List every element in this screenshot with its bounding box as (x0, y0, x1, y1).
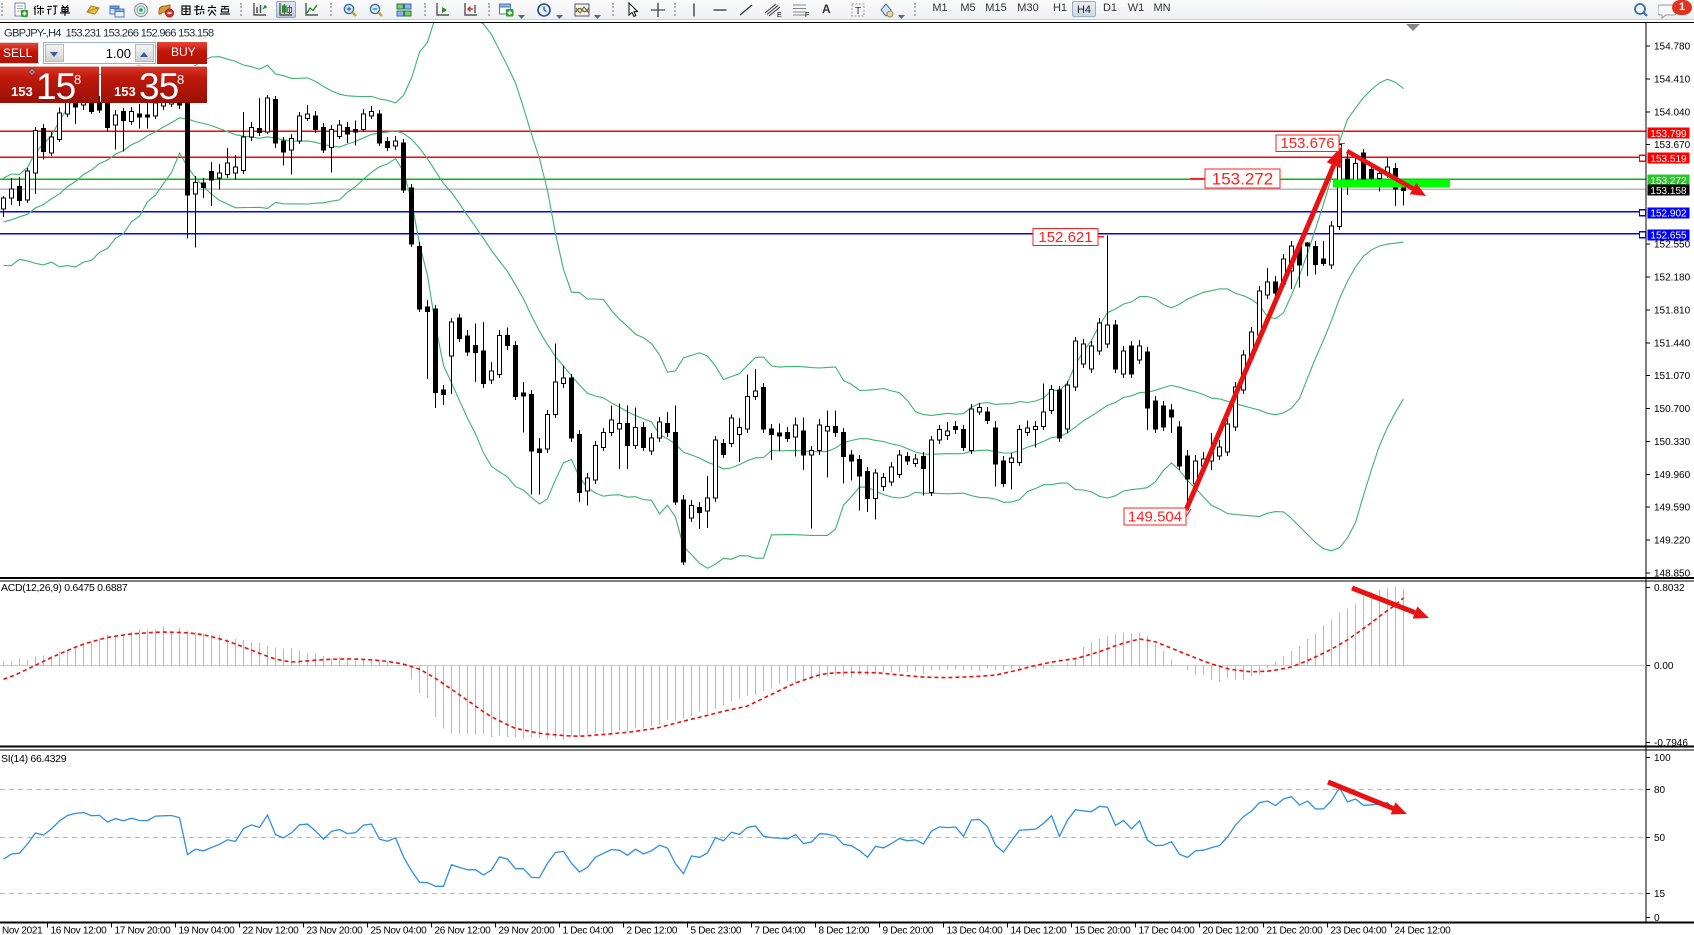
svg-text:100: 100 (1654, 753, 1671, 764)
svg-text:T: T (855, 6, 861, 17)
svg-text:50: 50 (1654, 833, 1666, 844)
svg-text:13 Dec 04:00: 13 Dec 04:00 (947, 926, 1004, 935)
svg-text:153.799: 153.799 (1650, 129, 1687, 140)
svg-text:153.670: 153.670 (1654, 140, 1691, 151)
svg-text:152.655: 152.655 (1650, 231, 1687, 242)
svg-text:24 Dec 12:00: 24 Dec 12:00 (1395, 926, 1452, 935)
svg-text:151.070: 151.070 (1654, 371, 1691, 382)
svg-text:-0.7946: -0.7946 (1654, 738, 1688, 749)
svg-text:17 Dec 04:00: 17 Dec 04:00 (1139, 926, 1196, 935)
svg-text:21 Dec 20:00: 21 Dec 20:00 (1267, 926, 1324, 935)
svg-text:149.504: 149.504 (1128, 509, 1182, 526)
svg-text:0.00: 0.00 (1654, 661, 1674, 672)
svg-text:20 Dec 12:00: 20 Dec 12:00 (1203, 926, 1260, 935)
svg-text:Nov 2021: Nov 2021 (2, 926, 43, 935)
svg-text:153.158: 153.158 (1650, 186, 1687, 197)
svg-text:148.850: 148.850 (1654, 569, 1691, 580)
svg-text:22 Nov 12:00: 22 Nov 12:00 (243, 926, 300, 935)
svg-text:15: 15 (1654, 889, 1666, 900)
svg-text:29 Nov 20:00: 29 Nov 20:00 (499, 926, 556, 935)
svg-text:8 Dec 12:00: 8 Dec 12:00 (819, 926, 870, 935)
svg-text:17 Nov 20:00: 17 Nov 20:00 (115, 926, 172, 935)
svg-text:ACD(12,26,9) 0.6475 0.6887: ACD(12,26,9) 0.6475 0.6887 (1, 582, 128, 594)
svg-text:19 Nov 04:00: 19 Nov 04:00 (179, 926, 236, 935)
svg-text:154.410: 154.410 (1654, 74, 1691, 85)
svg-text:5 Dec 23:00: 5 Dec 23:00 (691, 926, 742, 935)
svg-text:2 Dec 12:00: 2 Dec 12:00 (627, 926, 678, 935)
svg-text:0.8032: 0.8032 (1654, 583, 1685, 594)
svg-text:23 Nov 20:00: 23 Nov 20:00 (307, 926, 364, 935)
svg-text:0: 0 (1654, 913, 1660, 924)
svg-text:153.519: 153.519 (1650, 154, 1687, 165)
svg-text:15 Dec 20:00: 15 Dec 20:00 (1075, 926, 1132, 935)
svg-text:80: 80 (1654, 785, 1666, 796)
svg-text:9 Dec 20:00: 9 Dec 20:00 (883, 926, 934, 935)
svg-text:149.960: 149.960 (1654, 470, 1691, 481)
svg-text:E: E (777, 12, 782, 18)
svg-text:26 Nov 12:00: 26 Nov 12:00 (435, 926, 492, 935)
svg-text:152.621: 152.621 (1038, 229, 1092, 246)
svg-text:SI(14) 66.4329: SI(14) 66.4329 (1, 753, 67, 765)
svg-text:14 Dec 12:00: 14 Dec 12:00 (1011, 926, 1068, 935)
svg-text:154.040: 154.040 (1654, 107, 1691, 118)
svg-text:153.272: 153.272 (1650, 176, 1687, 187)
svg-text:154.780: 154.780 (1654, 42, 1691, 53)
svg-text:151.810: 151.810 (1654, 305, 1691, 316)
svg-text:F: F (805, 12, 809, 18)
svg-text:153.272: 153.272 (1212, 170, 1273, 189)
svg-text:152.180: 152.180 (1654, 273, 1691, 284)
svg-text:150.330: 150.330 (1654, 437, 1691, 448)
svg-text:152.902: 152.902 (1650, 209, 1687, 220)
svg-text:23 Dec 04:00: 23 Dec 04:00 (1331, 926, 1388, 935)
svg-text:149.220: 149.220 (1654, 536, 1691, 547)
svg-text:7 Dec 04:00: 7 Dec 04:00 (755, 926, 806, 935)
svg-text:149.590: 149.590 (1654, 503, 1691, 514)
svg-text:153.676: 153.676 (1280, 135, 1334, 152)
svg-text:152.550: 152.550 (1654, 240, 1691, 251)
svg-text:150.700: 150.700 (1654, 404, 1691, 415)
svg-text:1 Dec 04:00: 1 Dec 04:00 (563, 926, 614, 935)
svg-text:GBPJPY-,H4 153.231 153.266 15: GBPJPY-,H4 153.231 153.266 152.966 153.1… (4, 28, 214, 40)
svg-text:16 Nov 12:00: 16 Nov 12:00 (51, 926, 108, 935)
svg-text:25 Nov 04:00: 25 Nov 04:00 (371, 926, 428, 935)
svg-text:151.440: 151.440 (1654, 338, 1691, 349)
